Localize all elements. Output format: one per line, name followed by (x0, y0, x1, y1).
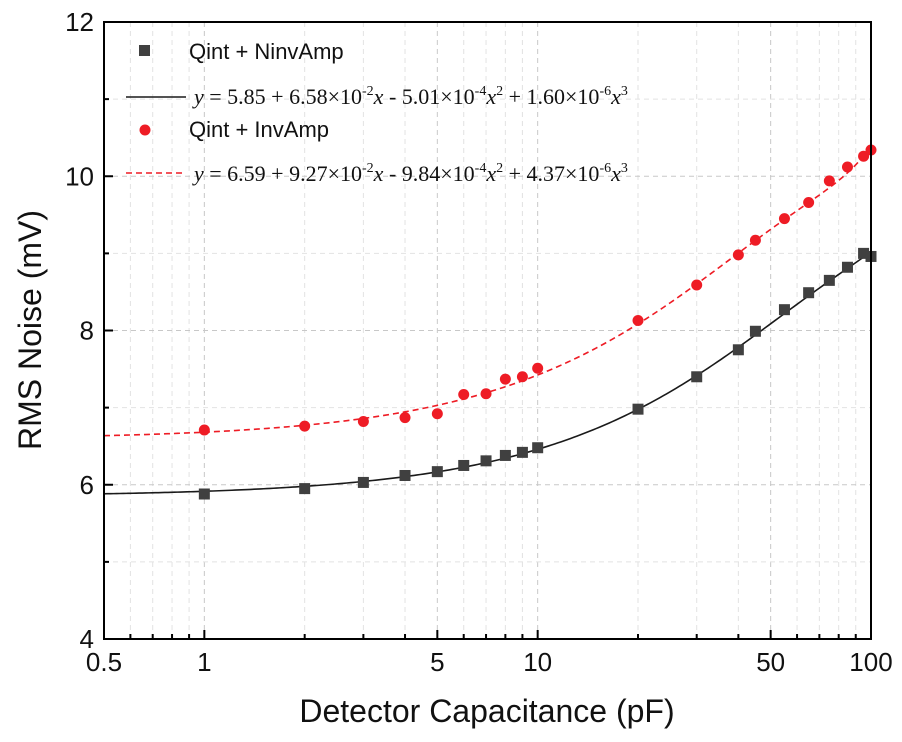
data-point-ninvamp (480, 455, 492, 467)
data-point-ninvamp (803, 287, 815, 299)
y-tick-label: 8 (80, 316, 94, 346)
grid-layer (104, 22, 871, 639)
data-points (198, 144, 877, 500)
y-tick-label: 4 (80, 624, 94, 654)
data-point-invamp (532, 362, 544, 374)
fit-equation-ninvamp: y = 5.85 + 6.58×10-2x - 5.01×10-4x2 + 1.… (192, 84, 628, 109)
data-point-invamp (749, 234, 761, 246)
data-point-ninvamp (732, 344, 744, 356)
x-tick-label: 100 (849, 647, 892, 677)
data-point-invamp (803, 196, 815, 208)
data-point-invamp (841, 161, 853, 173)
data-point-ninvamp (198, 488, 210, 500)
data-point-invamp (480, 388, 492, 400)
data-point-invamp (399, 412, 411, 424)
x-tick-label: 50 (756, 647, 785, 677)
legend-label-ninvamp: Qint + NinvAmp (189, 39, 344, 64)
axis-ticks (104, 98, 857, 639)
data-point-invamp (499, 373, 511, 385)
data-point-ninvamp (691, 371, 703, 383)
data-point-ninvamp (632, 403, 644, 415)
data-point-invamp (357, 416, 369, 428)
data-point-ninvamp (499, 449, 511, 461)
data-point-invamp (299, 420, 311, 432)
x-axis-title: Detector Capacitance (pF) (299, 693, 674, 729)
data-point-ninvamp (357, 476, 369, 488)
data-point-ninvamp (858, 247, 870, 259)
data-point-invamp (778, 213, 790, 225)
y-axis-title: RMS Noise (mV) (12, 210, 48, 450)
y-tick-label: 10 (65, 161, 94, 191)
legend-label-invamp: Qint + InvAmp (189, 117, 329, 142)
data-point-invamp (823, 175, 835, 187)
data-point-ninvamp (399, 469, 411, 481)
fit-equation-invamp: y = 6.59 + 9.27×10-2x - 9.84×10-4x2 + 4.… (192, 161, 628, 186)
data-point-invamp (691, 279, 703, 291)
data-point-invamp (858, 150, 870, 162)
data-point-invamp (458, 389, 470, 401)
data-point-ninvamp (532, 442, 544, 454)
data-point-invamp (516, 371, 528, 383)
legend: Qint + NinvAmp y = 5.85 + 6.58×10-2x - 5… (126, 39, 628, 186)
data-point-ninvamp (299, 483, 311, 495)
data-point-ninvamp (516, 446, 528, 458)
data-point-invamp (431, 408, 443, 420)
data-point-invamp (632, 314, 644, 326)
tick-labels: 0.5 1 5 10 50 100 4 6 8 10 12 (65, 7, 893, 677)
x-tick-label: 1 (197, 647, 211, 677)
x-tick-label: 5 (430, 647, 444, 677)
data-point-ninvamp (458, 459, 470, 471)
legend-marker-square (139, 45, 150, 56)
data-point-invamp (732, 249, 744, 261)
data-point-ninvamp (749, 325, 761, 337)
fit-curve-invamp (103, 145, 872, 437)
data-point-ninvamp (431, 466, 443, 478)
y-tick-label: 6 (80, 470, 94, 500)
fit-curves (103, 145, 872, 495)
data-point-ninvamp (841, 261, 853, 273)
data-point-ninvamp (778, 304, 790, 316)
x-tick-label: 0.5 (86, 647, 122, 677)
x-tick-label: 10 (523, 647, 552, 677)
y-tick-label: 12 (65, 7, 94, 37)
legend-marker-circle (139, 124, 151, 136)
data-point-invamp (198, 424, 210, 436)
data-point-ninvamp (823, 274, 835, 286)
